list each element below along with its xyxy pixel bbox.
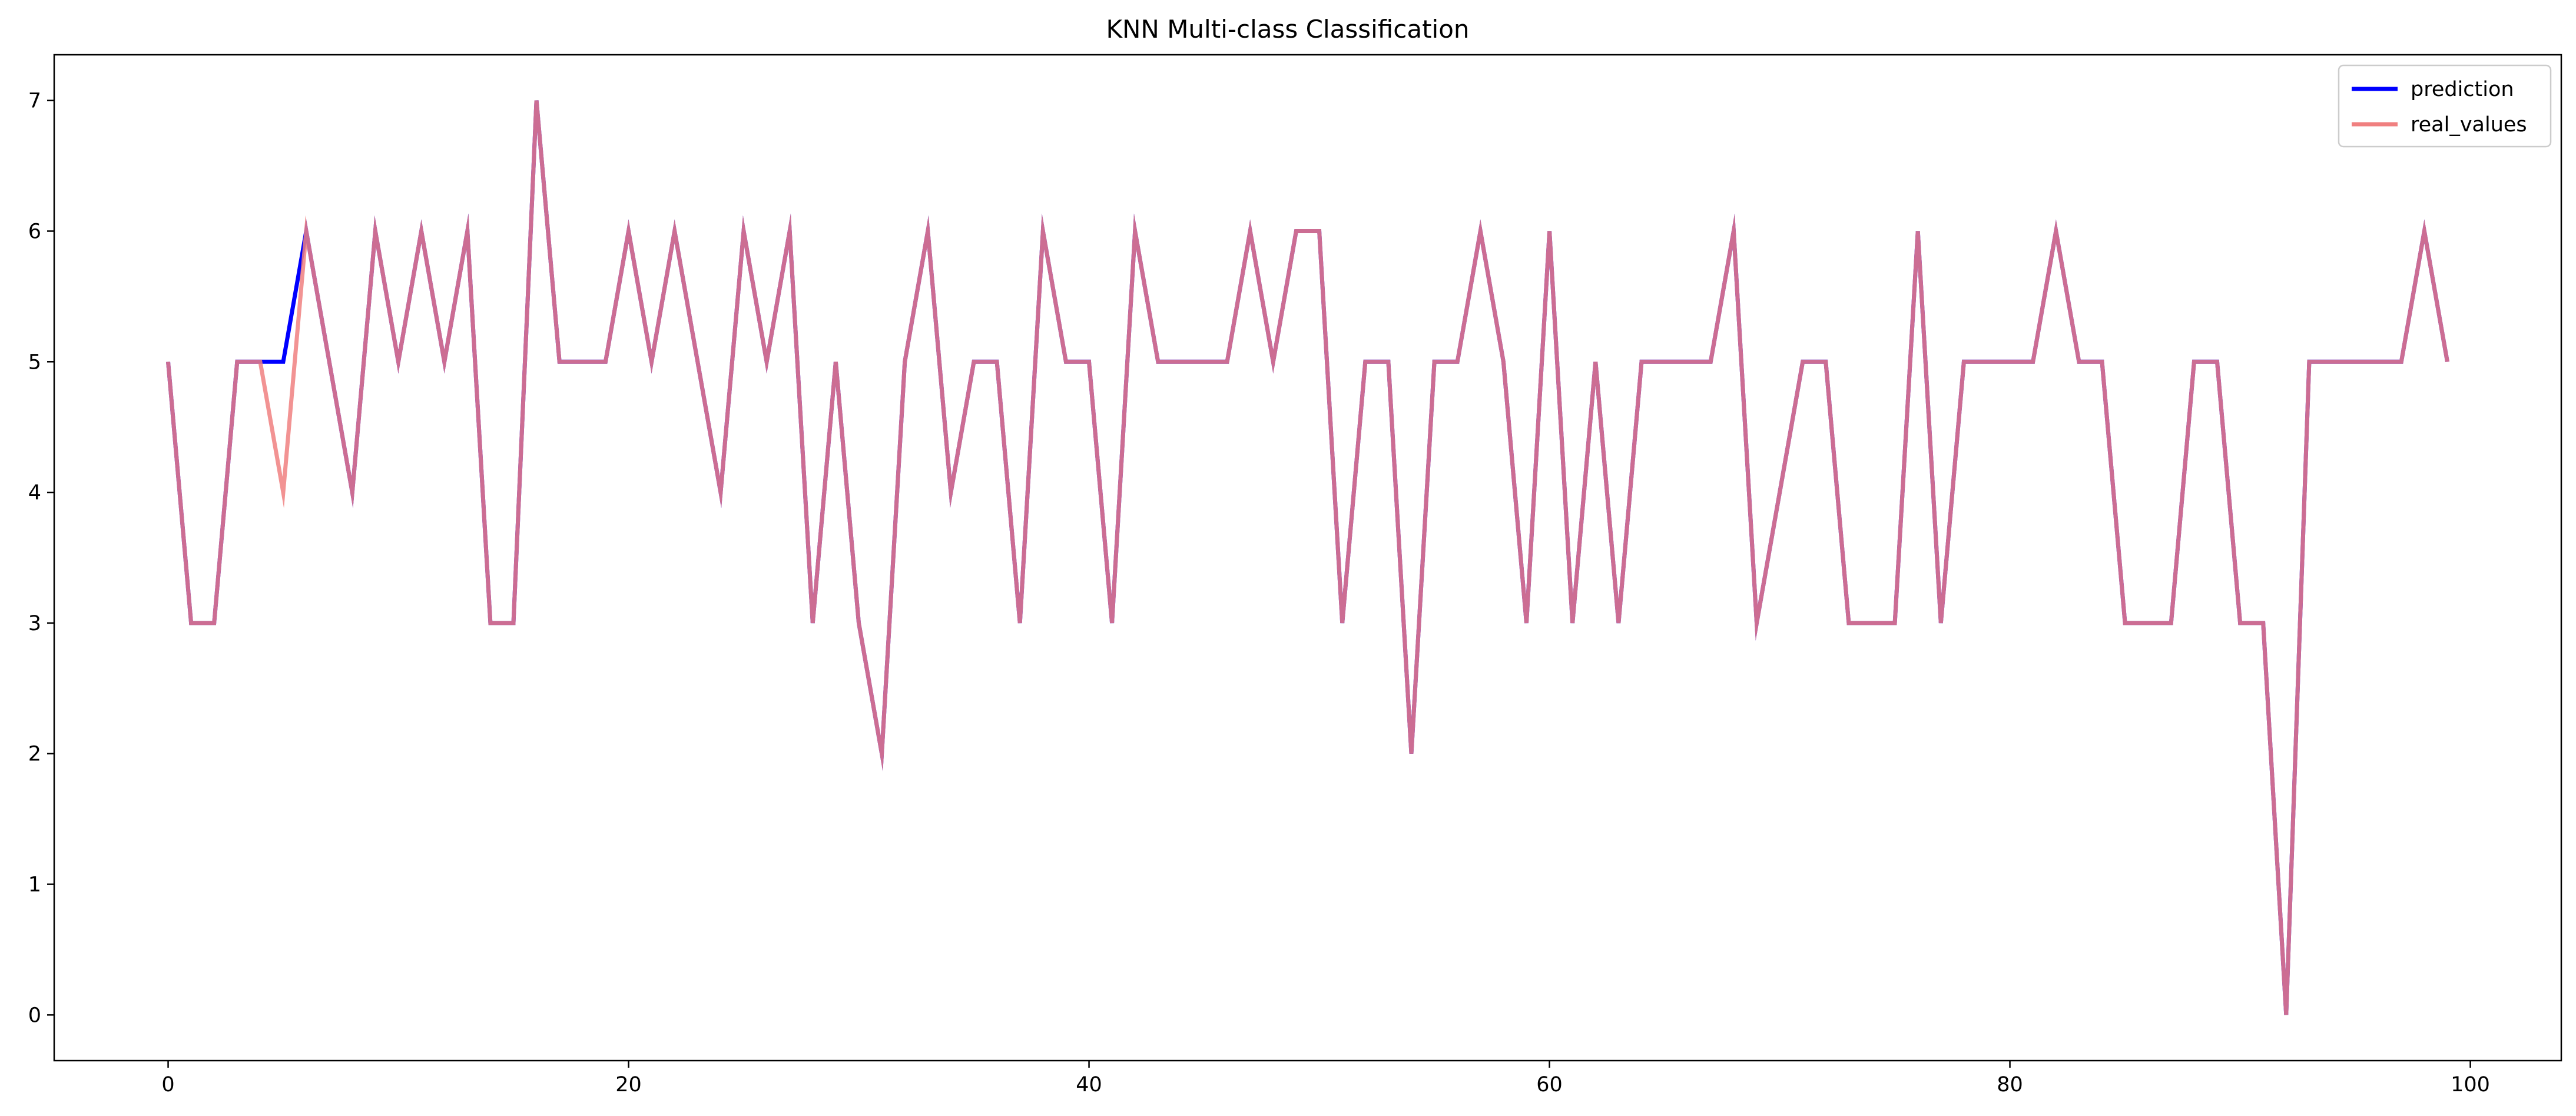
x-axis: 0 20 40 60 80 100 [161,1061,2490,1097]
y-axis: 0 1 2 3 4 5 6 7 [28,90,54,1027]
x-tick-label: 100 [2451,1073,2490,1097]
y-tick-label: 3 [28,612,41,635]
chart-title: KNN Multi-class Classification [1106,15,1469,44]
x-tick-label: 60 [1536,1073,1563,1097]
series-line-real-values [166,100,2449,1015]
y-tick-label: 1 [28,873,41,897]
y-tick-label: 5 [28,350,41,374]
x-tick-label: 80 [1997,1073,2023,1097]
legend-label-prediction: prediction [2411,78,2514,101]
x-tick-label: 40 [1076,1073,1102,1097]
y-tick-label: 7 [28,90,41,113]
plot-area [166,100,2449,1015]
legend-label-real-values: real_values [2411,113,2527,137]
axes-frame [53,54,2562,1062]
y-tick-label: 4 [28,481,41,505]
x-tick-label: 20 [615,1073,642,1097]
x-tick-label: 0 [161,1073,174,1097]
legend: prediction real_values [2338,64,2552,148]
y-tick-label: 0 [28,1004,41,1027]
y-tick-label: 2 [28,743,41,766]
y-tick-label: 6 [28,220,41,243]
